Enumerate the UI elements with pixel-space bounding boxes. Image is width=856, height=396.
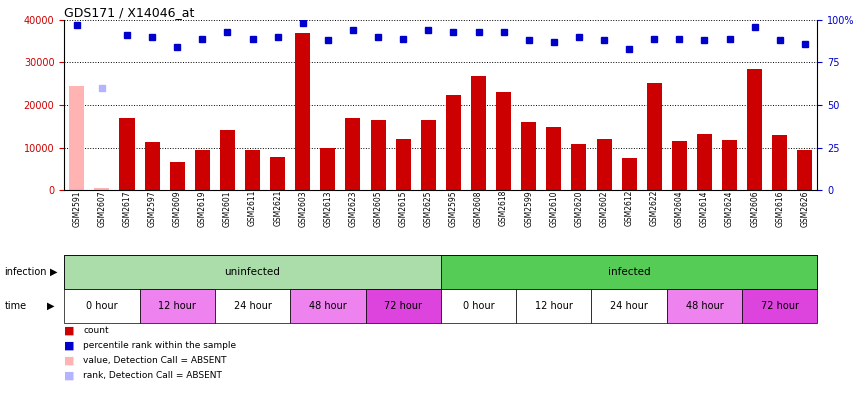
Text: GSM2610: GSM2610 [550,190,558,227]
Text: GSM2618: GSM2618 [499,190,508,227]
Text: GSM2599: GSM2599 [524,190,533,227]
Text: 48 hour: 48 hour [309,301,347,311]
Text: GSM2614: GSM2614 [700,190,709,227]
Text: percentile rank within the sample: percentile rank within the sample [83,341,236,350]
Text: 48 hour: 48 hour [686,301,723,311]
Bar [446,95,461,190]
Bar [672,141,687,190]
Text: GSM2595: GSM2595 [449,190,458,227]
Text: GSM2591: GSM2591 [72,190,81,227]
Text: uninfected: uninfected [224,267,281,277]
Bar [94,188,110,190]
Bar [346,118,360,190]
Text: GSM2606: GSM2606 [750,190,759,227]
Text: count: count [83,326,109,335]
Text: GSM2611: GSM2611 [248,190,257,227]
Text: 12 hour: 12 hour [535,301,573,311]
Bar [697,134,712,190]
Text: GSM2619: GSM2619 [198,190,207,227]
Text: GSM2625: GSM2625 [424,190,433,227]
Bar [647,83,662,190]
Text: 0 hour: 0 hour [463,301,494,311]
Text: ■: ■ [64,371,74,381]
Bar [546,127,562,190]
Text: ■: ■ [64,341,74,351]
Bar [597,139,611,190]
Text: GSM2608: GSM2608 [474,190,483,227]
Text: GSM2603: GSM2603 [298,190,307,227]
Bar [722,140,737,190]
Bar [145,143,159,190]
Bar [772,135,788,190]
Text: GSM2623: GSM2623 [348,190,358,227]
Text: GSM2620: GSM2620 [574,190,584,227]
Text: rank, Detection Call = ABSENT: rank, Detection Call = ABSENT [83,371,222,380]
Text: GSM2602: GSM2602 [599,190,609,227]
Bar [371,120,385,190]
Text: ▶: ▶ [47,301,55,311]
Text: value, Detection Call = ABSENT: value, Detection Call = ABSENT [83,356,227,365]
Text: 24 hour: 24 hour [610,301,648,311]
Text: GSM2609: GSM2609 [173,190,181,227]
Text: GSM2626: GSM2626 [800,190,810,227]
Text: GSM2612: GSM2612 [625,190,633,227]
Text: GSM2613: GSM2613 [324,190,332,227]
Bar [798,150,812,190]
Text: 0 hour: 0 hour [86,301,117,311]
Text: time: time [4,301,27,311]
Bar [496,92,511,190]
Text: GSM2597: GSM2597 [147,190,157,227]
Text: GSM2621: GSM2621 [273,190,282,227]
Bar [471,76,486,190]
Bar [395,139,411,190]
Text: GSM2622: GSM2622 [650,190,659,227]
Text: infection: infection [4,267,47,277]
Text: GSM2617: GSM2617 [122,190,132,227]
Bar [245,150,260,190]
Text: GSM2616: GSM2616 [776,190,784,227]
Text: 72 hour: 72 hour [384,301,422,311]
Text: 72 hour: 72 hour [761,301,799,311]
Text: 12 hour: 12 hour [158,301,196,311]
Text: GSM2604: GSM2604 [675,190,684,227]
Bar [521,122,536,190]
Bar [747,69,762,190]
Bar [195,150,210,190]
Bar [69,86,84,190]
Bar [169,162,185,190]
Bar [572,144,586,190]
Text: ■: ■ [64,326,74,336]
Text: GSM2624: GSM2624 [725,190,734,227]
Bar [270,157,285,190]
Bar [421,120,436,190]
Text: 24 hour: 24 hour [234,301,271,311]
Bar [320,148,336,190]
Bar [120,118,134,190]
Text: GSM2601: GSM2601 [223,190,232,227]
Text: GSM2605: GSM2605 [373,190,383,227]
Text: GSM2615: GSM2615 [399,190,407,227]
Text: ■: ■ [64,356,74,366]
Bar [295,32,310,190]
Text: infected: infected [608,267,651,277]
Bar [220,130,235,190]
Text: GSM2607: GSM2607 [98,190,106,227]
Bar [621,158,637,190]
Text: ▶: ▶ [50,267,57,277]
Text: GDS171 / X14046_at: GDS171 / X14046_at [64,6,194,19]
